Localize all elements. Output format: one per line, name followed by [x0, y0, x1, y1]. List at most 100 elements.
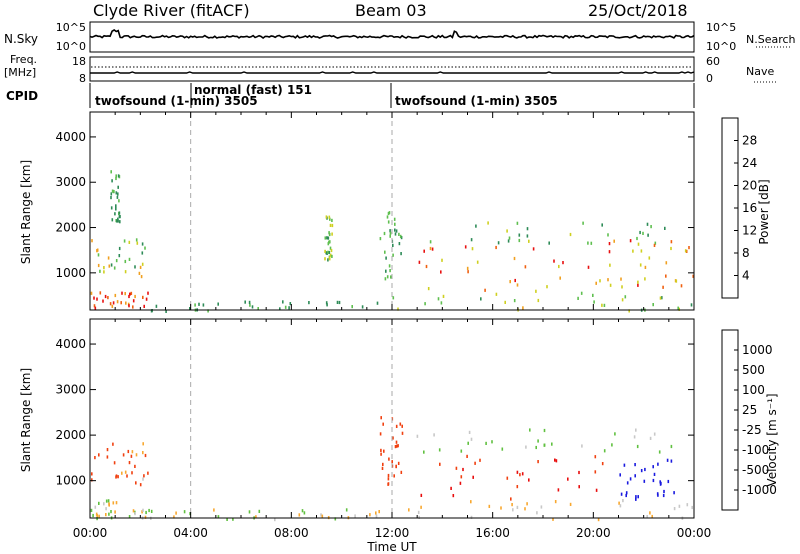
range-cell — [594, 455, 597, 459]
range-cell — [91, 478, 93, 482]
range-cell — [329, 240, 331, 244]
range-cell — [134, 464, 136, 468]
noise-right-label: N.Search — [746, 33, 796, 46]
range-cell — [107, 296, 109, 300]
range-cell — [116, 219, 118, 223]
range-cell — [653, 243, 656, 247]
range-cell — [328, 250, 331, 255]
range-cell — [633, 435, 636, 439]
range-cell — [258, 509, 261, 513]
range-cell — [126, 474, 128, 478]
range-cell — [652, 465, 654, 469]
range-cell — [383, 231, 386, 236]
range-cell — [97, 253, 100, 257]
range-cell — [479, 458, 481, 462]
range-cell — [543, 443, 546, 447]
colorbar-tick-label: 20 — [742, 179, 757, 193]
range-cell — [143, 474, 145, 478]
range-cell — [636, 236, 638, 241]
range-cell — [678, 307, 680, 311]
range-cell — [90, 291, 93, 295]
range-cell — [392, 253, 394, 257]
range-cell — [140, 275, 143, 279]
range-cell — [526, 227, 529, 231]
range-cell — [442, 294, 445, 298]
range-cell — [382, 462, 384, 466]
range-cell — [301, 509, 304, 513]
range-cell — [141, 242, 144, 246]
range-cell — [397, 461, 400, 465]
range-cell — [386, 215, 389, 219]
range-cell — [331, 232, 333, 236]
range-cell — [398, 232, 400, 236]
freq-label-line2: [MHz] — [4, 66, 36, 79]
range-cell — [96, 297, 98, 301]
range-cell — [629, 477, 632, 481]
range-cell — [385, 256, 387, 260]
range-cell — [607, 233, 609, 237]
cpid-mode-2: normal (fast) 151 — [194, 83, 312, 97]
range-cell — [644, 467, 646, 472]
range-cell — [380, 416, 382, 420]
range-cell — [330, 248, 333, 253]
range-cell — [660, 481, 662, 485]
freq-label-line1: Freq. — [10, 53, 37, 66]
range-cell — [110, 192, 113, 196]
range-cell — [601, 303, 603, 307]
range-cell — [526, 502, 528, 506]
range-cell — [537, 460, 539, 464]
range-cell — [516, 283, 519, 287]
time-axis-label: Time UT — [366, 540, 417, 554]
noise-right-tick-bottom: 10^0 — [706, 40, 736, 53]
range-cell — [136, 241, 139, 245]
range-cell — [607, 278, 609, 282]
range-cell — [670, 459, 673, 463]
range-cell — [117, 192, 119, 196]
range-cell — [94, 505, 97, 509]
range-cell — [593, 300, 595, 304]
range-cell — [439, 462, 441, 466]
range-cell — [608, 242, 611, 246]
range-cell — [516, 485, 519, 489]
range-cell — [603, 449, 606, 453]
freq-right-label: Nave — [746, 65, 774, 78]
range-cell — [522, 306, 524, 310]
range-cell — [92, 513, 94, 518]
range-cell — [109, 302, 112, 306]
range-cell — [130, 291, 133, 295]
range-cell — [500, 506, 502, 510]
range-cell — [384, 277, 387, 281]
range-cell — [623, 463, 626, 467]
range-cell — [652, 478, 655, 483]
range-cell — [107, 256, 110, 260]
range-cell — [646, 222, 649, 226]
time-axis: 00:00 04:00 08:00 12:00 16:00 20:00 00:00 — [73, 526, 712, 540]
range-cell — [657, 493, 659, 497]
range-cell — [386, 275, 389, 279]
range-cell — [303, 511, 306, 515]
range-cell — [113, 461, 116, 465]
range-cell — [99, 291, 102, 295]
range-cell — [327, 242, 330, 246]
range-cell — [680, 284, 683, 288]
range-cell — [399, 234, 402, 238]
range-cell — [387, 477, 390, 481]
range-cell — [664, 226, 666, 230]
range-cell — [121, 291, 123, 295]
range-cell — [603, 303, 606, 307]
range-cell — [117, 219, 119, 223]
range-cell — [552, 517, 554, 521]
range-cell — [466, 454, 468, 458]
range-cell — [274, 518, 276, 522]
range-cell — [632, 249, 634, 253]
range-cell — [514, 278, 516, 283]
range-cell — [110, 206, 113, 210]
range-cell — [249, 303, 251, 307]
power-axes: 1000 2000 3000 4000 — [55, 112, 695, 310]
range-cell — [111, 304, 114, 308]
cpid-mode-1: twofsound (1-min) 3505 — [95, 94, 258, 108]
range-cell — [619, 504, 622, 508]
noise-left-tick-top: 10^5 — [56, 21, 86, 34]
power-colorbar-label: Power [dB] — [757, 179, 771, 244]
